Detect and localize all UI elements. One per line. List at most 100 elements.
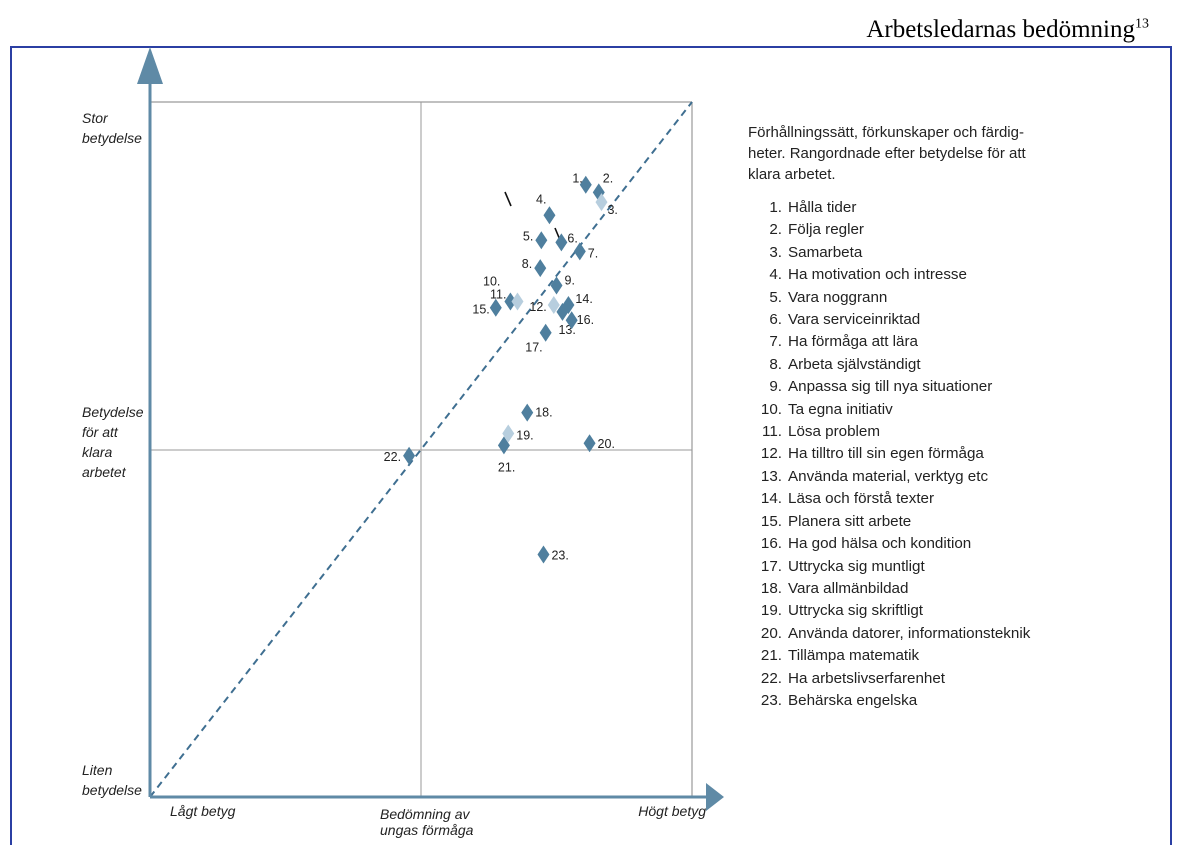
legend-item-number: 5.	[769, 288, 782, 306]
legend-item-number: 23.	[760, 691, 782, 709]
data-point-21	[497, 436, 510, 455]
data-point-15	[489, 298, 502, 317]
data-point-20	[583, 434, 596, 453]
x-label-middle-line: ungas förmåga	[380, 822, 474, 838]
legend-item-number: 1.	[769, 199, 782, 216]
legend-item-label: Lösa problem	[788, 423, 881, 441]
data-point-3	[595, 193, 608, 212]
legend-item-number: 11.	[762, 423, 782, 441]
legend-item: 22. Ha arbetslivserfarenhet	[748, 668, 1168, 690]
point-label-4: 4.	[536, 192, 546, 206]
legend-item-label: Vara allmänbildad	[788, 579, 909, 597]
data-point-19	[502, 424, 515, 443]
legend-item-label: Tillämpa matematik	[788, 647, 920, 665]
data-point-11	[511, 292, 524, 311]
legend-item: 5. Vara noggrann	[748, 287, 1168, 309]
legend-item: 15. Planera sitt arbete	[748, 511, 1168, 533]
legend-item: 17. Uttrycka sig muntligt	[748, 556, 1168, 578]
legend-item-number: 13.	[760, 467, 782, 485]
legend-item-number: 4.	[769, 266, 782, 284]
legend-item-label: Arbeta självständigt	[788, 355, 921, 373]
legend-item-label: Behärska engelska	[788, 691, 918, 709]
legend-item-number: 20.	[760, 624, 782, 642]
x-label-left: Lågt betyg	[170, 803, 236, 819]
x-label-right: Högt betyg	[638, 803, 706, 819]
legend-item: 1. Hålla tider	[748, 197, 1168, 219]
legend-item-number: 2.	[769, 221, 782, 239]
scatter-chart: Stor betydelse Betydelse för att klara arbete…	[82, 47, 724, 838]
data-point-12	[547, 295, 560, 314]
data-point-8	[534, 259, 547, 278]
point-label-21: 21.	[498, 460, 515, 474]
leader-line-10	[504, 191, 512, 207]
legend-item-label: Använda datorer, informationsteknik	[788, 624, 1031, 642]
diagonal-reference-line	[149, 101, 693, 798]
legend-item: 19. Uttrycka sig skriftligt	[748, 600, 1168, 622]
page-frame	[10, 47, 1172, 845]
legend-description-line: klara arbetet.	[748, 166, 836, 183]
legend-item-number: 15.	[760, 512, 782, 530]
data-point-22	[403, 446, 416, 465]
data-point-9	[550, 276, 563, 295]
data-point-23	[537, 545, 550, 564]
legend-item: 21. Tillämpa matematik	[748, 645, 1168, 667]
legend-item: 11. Lösa problem	[748, 421, 1168, 443]
legend-item-label: Använda material, verktyg etc	[788, 467, 989, 485]
legend-item-label: Vara serviceinriktad	[788, 311, 921, 329]
data-point-10	[504, 292, 517, 311]
legend-panel: Förhållningssätt, förkunskaper och färdi…	[748, 122, 1168, 712]
legend-item-label: Ha motivation och intresse	[788, 266, 967, 284]
legend-item-number: 14.	[760, 490, 782, 508]
legend-item: 12. Ha tilltro till sin egen förmåga	[748, 443, 1168, 465]
legend-item-number: 19.	[760, 602, 782, 620]
legend-item-number: 12.	[760, 445, 782, 463]
data-point-18	[521, 403, 534, 422]
point-label-15: 15.	[472, 303, 489, 317]
legend-item-number: 6.	[769, 311, 782, 329]
legend-item-number: 17.	[760, 557, 782, 575]
legend-item: 14. Läsa och förstå texter	[748, 488, 1168, 510]
y-label-top-line: Stor	[82, 110, 109, 126]
legend-item: 9. Anpassa sig till nya situationer	[748, 376, 1168, 398]
point-label-10: 10.	[483, 274, 500, 288]
legend-item: 3. Samarbeta	[748, 242, 1168, 264]
legend-item-number: 16.	[760, 535, 782, 553]
legend-item-label: Ha god hälsa och kondition	[788, 535, 972, 553]
legend-item-label: Ha tilltro till sin egen förmåga	[788, 445, 984, 463]
point-label-2: 2.	[603, 171, 613, 185]
point-label-23: 23.	[551, 548, 568, 562]
legend-item: 4. Ha motivation och intresse	[748, 264, 1168, 286]
legend-item-label: Uttrycka sig muntligt	[788, 557, 925, 575]
legend-item-label: Hålla tider	[788, 199, 857, 216]
point-label-14: 14.	[575, 292, 592, 306]
page-header: Arbetsledarnas bedömning13	[0, 0, 1179, 46]
legend-item: 20. Använda datorer, informationsteknik	[748, 623, 1168, 645]
legend-item-number: 18.	[760, 579, 782, 597]
legend-item-label: Läsa och förstå texter	[788, 490, 935, 508]
y-label-middle-line: arbetet	[82, 464, 127, 480]
legend-item: 16. Ha god hälsa och kondition	[748, 533, 1168, 555]
legend-list: 1. Hålla tider 2. Följa regler 3. Samarbeta 4.…	[748, 197, 1168, 712]
point-label-20: 20.	[598, 437, 615, 451]
legend-item-label: Anpassa sig till nya situationer	[788, 378, 993, 396]
legend-item-number: 21.	[760, 647, 782, 665]
y-label-top-line: betydelse	[82, 130, 142, 146]
x-label-middle-line: Bedömning av	[380, 806, 471, 822]
data-point-5	[535, 231, 548, 250]
legend-item-label: Uttrycka sig skriftligt	[788, 602, 924, 620]
legend-item-number: 8.	[769, 355, 782, 373]
point-label-1: 1.	[572, 172, 582, 186]
legend-item: 13. Använda material, verktyg etc	[748, 466, 1168, 488]
data-point-16	[565, 311, 578, 330]
legend-description-line: Förhållningssätt, förkunskaper och färdi…	[748, 124, 1024, 141]
legend-item-number: 10.	[760, 400, 782, 418]
legend-item-number: 3.	[769, 243, 782, 261]
header-title-text: Arbetsledarnas bedömning	[866, 16, 1135, 43]
point-label-12: 12.	[529, 300, 546, 314]
legend-item: 10. Ta egna initiativ	[748, 399, 1168, 421]
legend-description-line: heter. Rangordnade efter betydelse för a…	[748, 145, 1026, 162]
x-axis-arrowhead	[706, 783, 724, 811]
point-label-16: 16.	[577, 313, 594, 327]
legend-item-label: Ha förmåga att lära	[788, 333, 918, 351]
y-label-bottom-line: Liten	[82, 762, 113, 778]
